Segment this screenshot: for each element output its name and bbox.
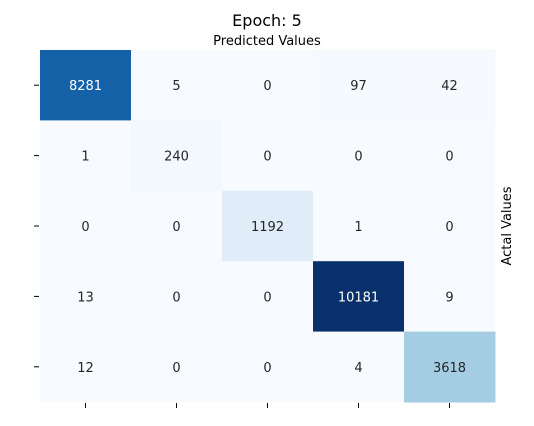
heatmap-cell-r0-c1 (131, 50, 223, 121)
cell-value-label-r1-c0: 1 (81, 150, 89, 165)
cell-value-label-r4-c3: 4 (354, 361, 362, 376)
heatmap-cell-r4-c4 (404, 331, 496, 403)
heatmap-cell-r4-c2 (222, 331, 314, 403)
heatmap-cell-r1-c3 (313, 120, 405, 192)
chart-title: Epoch: 5 (232, 11, 302, 30)
cell-value-label-r1-c2: 0 (263, 150, 271, 165)
y-axis-label: Actal Values (500, 186, 515, 265)
heatmap-cells: 8281 5 0 97 42 1 240 0 0 0 0 0 1192 1 0 13 0 0 10181 9 12 0 0 4… (40, 50, 496, 403)
y-ticks (34, 84, 39, 368)
cell-value-label-r0-c4: 42 (441, 79, 458, 94)
heatmap-cell-r1-c0 (40, 120, 132, 192)
cell-value-label-r2-c3: 1 (354, 220, 362, 235)
cell-value-label-r0-c0: 8281 (69, 79, 102, 94)
heatmap-cell-r0-c3 (313, 50, 405, 121)
cell-value-label-r3-c4: 9 (445, 290, 453, 305)
cell-value-label-r2-c0: 0 (81, 220, 89, 235)
cell-value-label-r4-c2: 0 (263, 361, 271, 376)
heatmap-cell-r2-c4 (404, 190, 496, 262)
cell-value-label-r4-c1: 0 (172, 361, 180, 376)
cell-value-label-r1-c1: 240 (164, 150, 189, 165)
heatmap-cell-r3-c3 (313, 261, 405, 333)
heatmap-cell-r3-c1 (131, 261, 223, 333)
heatmap-cell-r4-c0 (40, 331, 132, 403)
cell-value-label-r4-c4: 3618 (433, 361, 466, 376)
heatmap-cell-r2-c3 (313, 190, 405, 262)
heatmap-cell-r3-c0 (40, 261, 132, 333)
x-axis-label: Predicted Values (213, 34, 321, 49)
x-ticks (85, 403, 450, 408)
heatmap-cell-r4-c1 (131, 331, 223, 403)
heatmap-cell-r2-c1 (131, 190, 223, 262)
cell-value-label-r2-c4: 0 (445, 220, 453, 235)
cell-value-label-r3-c0: 13 (77, 290, 94, 305)
cell-value-label-r4-c0: 12 (77, 361, 94, 376)
cell-value-label-r1-c4: 0 (445, 150, 453, 165)
cell-value-label-r3-c1: 0 (172, 290, 180, 305)
heatmap-cell-r2-c0 (40, 190, 132, 262)
cell-value-label-r0-c1: 5 (172, 79, 180, 94)
heatmap-cell-r0-c2 (222, 50, 314, 121)
heatmap-cell-r2-c2 (222, 190, 314, 262)
cell-value-label-r2-c1: 0 (172, 220, 180, 235)
heatmap-cell-r0-c0 (40, 50, 132, 121)
cell-value-label-r3-c3: 10181 (338, 290, 379, 305)
cell-value-label-r3-c2: 0 (263, 290, 271, 305)
cell-value-label-r2-c2: 1192 (251, 220, 284, 235)
heatmap-cell-r0-c4 (404, 50, 496, 121)
heatmap-cell-r3-c2 (222, 261, 314, 333)
heatmap-cell-r1-c2 (222, 120, 314, 192)
heatmap-cell-r4-c3 (313, 331, 405, 403)
heatmap-cell-r1-c4 (404, 120, 496, 192)
cell-value-label-r1-c3: 0 (354, 150, 362, 165)
cell-value-label-r0-c3: 97 (350, 79, 367, 94)
heatmap-cell-r1-c1 (131, 120, 223, 192)
cell-value-label-r0-c2: 0 (263, 79, 271, 94)
heatmap-cell-r3-c4 (404, 261, 496, 333)
